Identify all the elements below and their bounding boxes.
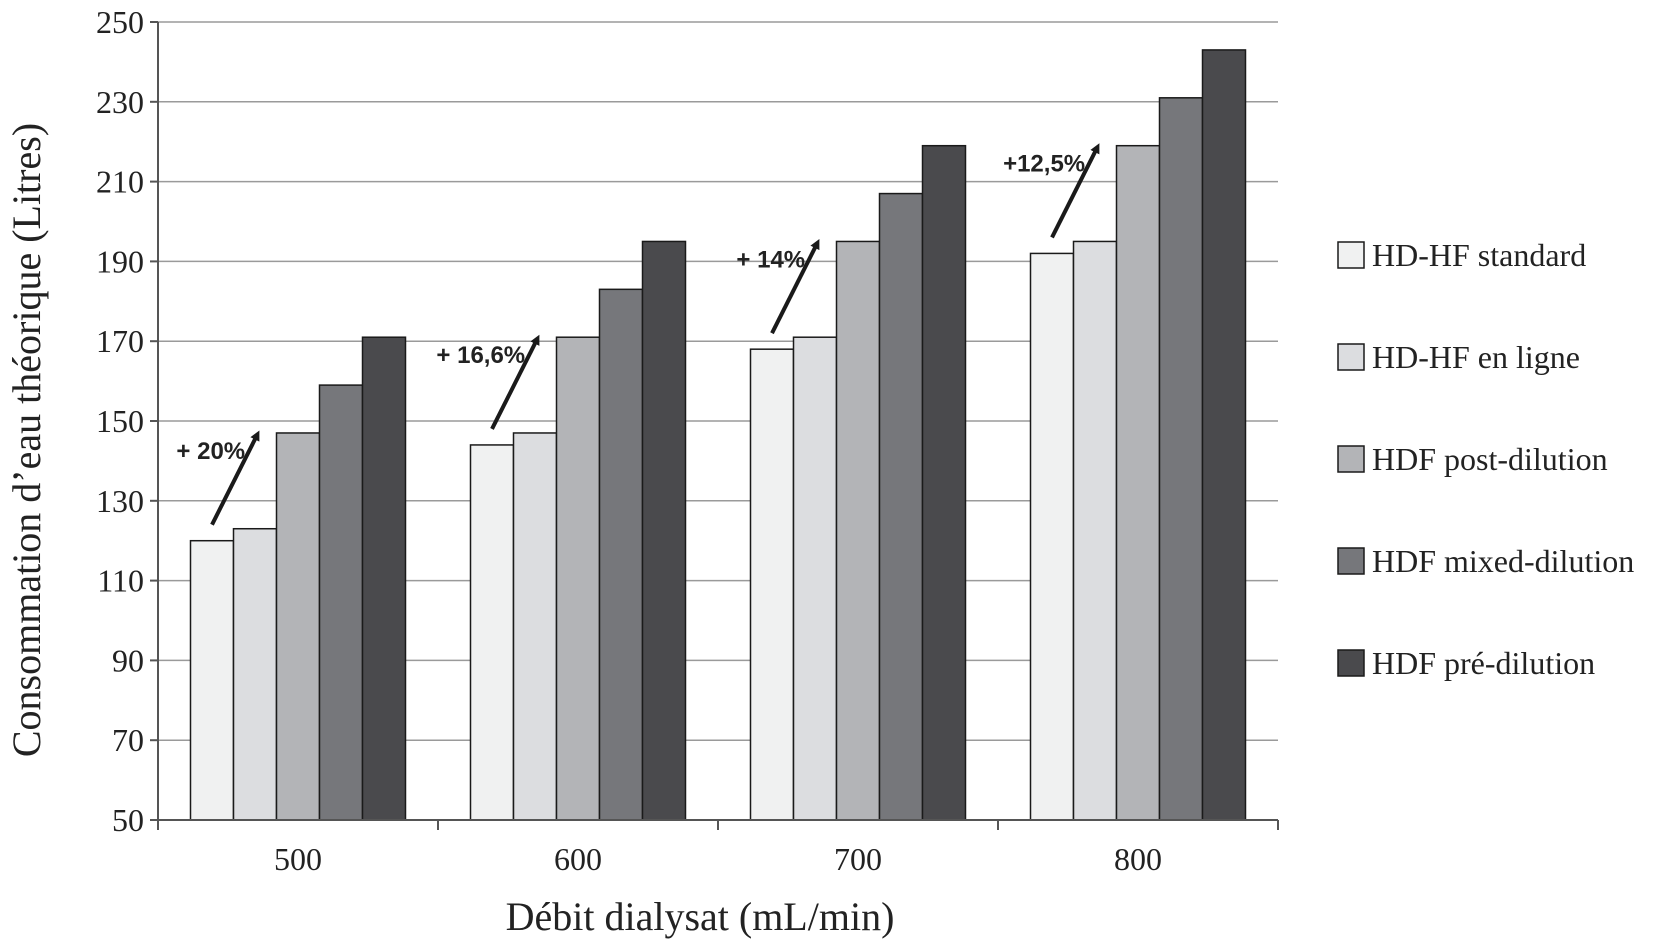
legend: HD-HF standard HD-HF en ligne HDF post-dil… (1337, 237, 1634, 681)
bar (598, 288, 644, 821)
bars (189, 49, 1247, 821)
annotation-label: + 16,6% (436, 342, 525, 369)
annotation-label: +12,5% (1003, 151, 1085, 178)
legend-swatch (1337, 547, 1365, 575)
bar (232, 527, 278, 821)
bar (641, 240, 687, 821)
x-tick-label: 800 (1114, 841, 1162, 877)
legend-swatch (1337, 343, 1365, 371)
bar (1158, 97, 1204, 821)
y-tick-label: 150 (96, 403, 144, 439)
bar (749, 348, 795, 821)
bar (1201, 49, 1247, 821)
y-tick-label: 170 (96, 323, 144, 359)
bar (878, 192, 924, 821)
y-tick-label: 50 (112, 802, 144, 838)
bar (512, 432, 558, 821)
annotations: + 20% + 16,6% + 14% +12,5% (176, 143, 1100, 526)
bar (1029, 252, 1075, 821)
bar (361, 336, 407, 821)
x-tick-label: 500 (274, 841, 322, 877)
bar (275, 432, 321, 821)
bar (835, 240, 881, 821)
y-tick-label: 190 (96, 243, 144, 279)
y-axis-title: Consommation d’eau théorique (Litres) (4, 123, 49, 757)
bar (921, 144, 967, 821)
annotation-arrow (770, 238, 820, 335)
y-tick-label: 250 (96, 4, 144, 40)
axes: 500 600 700 800 (150, 21, 1279, 877)
y-tick-label: 90 (112, 642, 144, 678)
legend-swatch (1337, 649, 1365, 677)
annotation-label: + 20% (176, 438, 245, 465)
y-tick-label: 130 (96, 483, 144, 519)
annotation-arrow (490, 334, 540, 430)
y-tick-label: 110 (97, 563, 144, 599)
bar (792, 336, 838, 821)
bar (318, 384, 364, 821)
legend-label: HDF post-dilution (1372, 441, 1608, 477)
x-axis-title: Débit dialysat (mL/min) (506, 894, 895, 939)
bar (555, 336, 601, 821)
legend-swatch (1337, 241, 1365, 269)
legend-label: HDF mixed-dilution (1372, 543, 1634, 579)
legend-label: HDF pré-dilution (1372, 645, 1595, 681)
bar (189, 539, 235, 821)
x-tick-label: 600 (554, 841, 602, 877)
y-tick-label: 70 (112, 722, 144, 758)
bar (469, 444, 515, 821)
annotation-label: + 14% (736, 246, 805, 273)
annotation-arrow (1050, 143, 1100, 239)
legend-label: HD-HF standard (1372, 237, 1586, 273)
bar (1115, 144, 1161, 821)
legend-swatch (1337, 445, 1365, 473)
y-tick-label: 210 (96, 164, 144, 200)
y-tick-label: 230 (96, 84, 144, 120)
bar (1072, 240, 1118, 821)
annotation-arrow (210, 430, 260, 526)
x-tick-label: 700 (834, 841, 882, 877)
legend-label: HD-HF en ligne (1372, 339, 1580, 375)
